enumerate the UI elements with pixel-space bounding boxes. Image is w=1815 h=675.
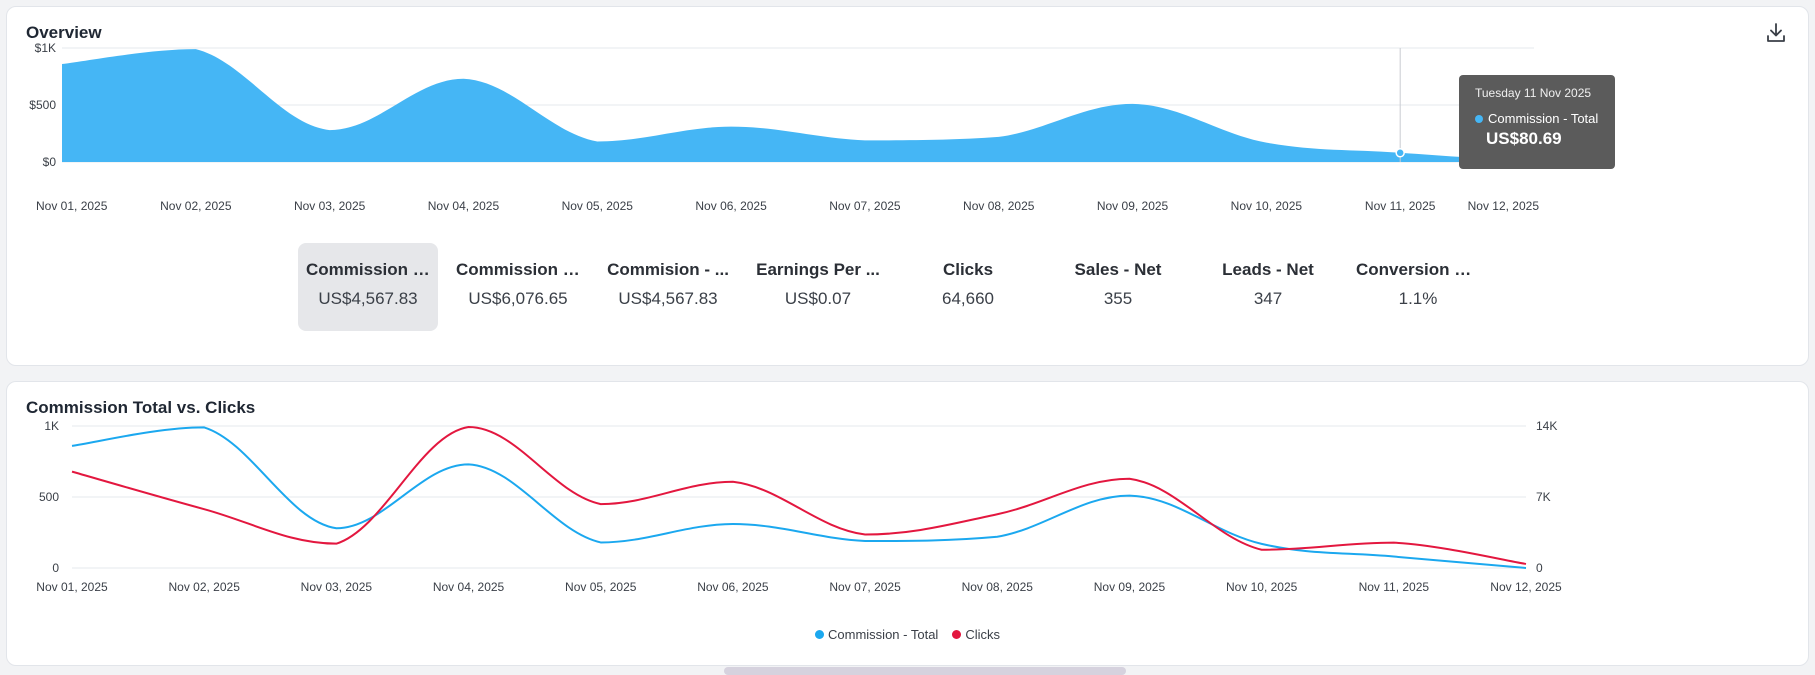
kpi-label: Earnings Per ... xyxy=(756,260,880,279)
kpi-label: Commision - ... xyxy=(607,260,729,279)
kpi-label: Clicks xyxy=(942,260,994,279)
kpi-value: 64,660 xyxy=(942,289,994,308)
kpi-value: 355 xyxy=(1103,289,1133,308)
tooltip-date: Tuesday 11 Nov 2025 xyxy=(1475,86,1592,100)
kpi-value: US$0.07 xyxy=(784,289,852,308)
download-icon[interactable] xyxy=(1764,21,1788,45)
y-left-tick-label: 500 xyxy=(39,490,59,504)
kpi-tile-sales-net[interactable]: Sales - Net 355 xyxy=(1048,243,1188,331)
x-tick-label: Nov 11, 2025 xyxy=(1359,580,1430,594)
commission-chart-title: Commission Total vs. Clicks xyxy=(26,398,256,417)
x-tick-label: Nov 04, 2025 xyxy=(433,580,505,594)
x-tick-label: Nov 04, 2025 xyxy=(428,199,500,213)
chart-tooltip: Tuesday 11 Nov 2025 Commission - Total U… xyxy=(1459,75,1615,169)
tooltip-value: US$80.69 xyxy=(1486,129,1562,148)
kpi-label: Leads - Net xyxy=(1222,260,1314,279)
y-right-tick-label: 0 xyxy=(1536,561,1543,575)
overview-area-chart[interactable]: $0 $500 $1K Nov 01, 2025 Nov 02, 2025 Nov 03,… xyxy=(7,7,1810,227)
kpi-value: US$4,567.83 xyxy=(618,289,718,308)
x-tick-label: Nov 03, 2025 xyxy=(294,199,366,213)
kpi-tile-clicks[interactable]: Clicks 64,660 xyxy=(898,243,1038,331)
legend-dot-icon xyxy=(815,630,825,639)
commission-vs-clicks-card: Commission Total vs. Clicks 0 500 1K 0 7K 14K… xyxy=(6,381,1809,666)
kpi-tile-commission-2[interactable]: Commission - ... US$6,076.65 xyxy=(448,243,588,331)
chart-legend: Commission - Total Clicks xyxy=(7,627,1808,642)
commission-vs-clicks-line-chart[interactable]: 0 500 1K 0 7K 14K Nov 01, 2025 Nov 02, 2025 Nov … xyxy=(7,382,1810,622)
kpi-value: US$6,076.65 xyxy=(468,289,568,308)
legend-item-commission-total[interactable]: Commission - Total xyxy=(815,627,938,642)
x-tick-label: Nov 08, 2025 xyxy=(963,199,1035,213)
kpi-row: Commission - ... US$4,567.83 Commission … xyxy=(298,243,1498,333)
x-tick-label: Nov 09, 2025 xyxy=(1097,199,1169,213)
kpi-tile-leads-net[interactable]: Leads - Net 347 xyxy=(1198,243,1338,331)
kpi-label: Sales - Net xyxy=(1074,260,1162,279)
kpi-value: US$4,567.83 xyxy=(318,289,418,308)
highlight-point xyxy=(1395,148,1405,158)
x-tick-label: Nov 07, 2025 xyxy=(829,580,901,594)
tooltip-series-dot xyxy=(1475,114,1483,123)
y-right-tick-label: 7K xyxy=(1536,490,1551,504)
series-line-clicks xyxy=(71,426,1527,565)
tooltip-series-label: Commission - Total xyxy=(1488,111,1599,126)
x-tick-label: Nov 08, 2025 xyxy=(962,580,1034,594)
bottom-scroll-indicator xyxy=(724,667,1126,675)
x-tick-label: Nov 05, 2025 xyxy=(562,199,634,213)
x-tick-label: Nov 01, 2025 xyxy=(36,199,108,213)
x-tick-label: Nov 12, 2025 xyxy=(1468,199,1540,213)
kpi-tile-commission-total[interactable]: Commission - ... US$4,567.83 xyxy=(298,243,438,331)
y-tick-label: $500 xyxy=(29,98,56,112)
kpi-label: Commission - ... xyxy=(306,260,438,279)
x-tick-label: Nov 12, 2025 xyxy=(1490,580,1562,594)
legend-dot-icon xyxy=(952,630,962,639)
x-tick-label: Nov 10, 2025 xyxy=(1226,580,1298,594)
x-tick-label: Nov 06, 2025 xyxy=(697,580,769,594)
x-tick-label: Nov 06, 2025 xyxy=(695,199,767,213)
overview-title: Overview xyxy=(26,23,102,42)
overview-card: Overview $0 $500 $1K Nov 01, 2025 Nov 02, 20… xyxy=(6,6,1809,366)
x-tick-label: Nov 07, 2025 xyxy=(829,199,901,213)
kpi-value: 347 xyxy=(1253,289,1283,308)
y-left-tick-label: 0 xyxy=(52,561,59,575)
legend-label: Clicks xyxy=(965,627,1000,642)
kpi-value: 1.1% xyxy=(1398,289,1438,308)
y-right-tick-label: 14K xyxy=(1536,419,1557,433)
legend-label: Commission - Total xyxy=(828,627,939,642)
kpi-tile-conversion-rate[interactable]: Conversion Ra... 1.1% xyxy=(1348,243,1488,331)
legend-item-clicks[interactable]: Clicks xyxy=(952,627,1000,642)
x-tick-label: Nov 03, 2025 xyxy=(301,580,373,594)
y-tick-label: $1K xyxy=(35,41,56,55)
kpi-tile-commision-3[interactable]: Commision - ... US$4,567.83 xyxy=(598,243,738,331)
kpi-label: Conversion Ra... xyxy=(1356,260,1488,279)
x-tick-label: Nov 01, 2025 xyxy=(36,580,108,594)
series-area-commission-total xyxy=(62,49,1534,162)
y-tick-label: $0 xyxy=(43,155,57,169)
y-left-tick-label: 1K xyxy=(44,419,59,433)
kpi-label: Commission - ... xyxy=(456,260,588,279)
x-tick-label: Nov 02, 2025 xyxy=(168,580,240,594)
x-tick-label: Nov 09, 2025 xyxy=(1094,580,1166,594)
x-tick-label: Nov 10, 2025 xyxy=(1231,199,1303,213)
x-tick-label: Nov 02, 2025 xyxy=(160,199,232,213)
series-line-commission-total xyxy=(71,426,1527,569)
x-tick-label: Nov 11, 2025 xyxy=(1365,199,1436,213)
kpi-tile-earnings-per[interactable]: Earnings Per ... US$0.07 xyxy=(748,243,888,331)
tooltip-series: Commission - Total xyxy=(1475,111,1599,126)
x-tick-label: Nov 05, 2025 xyxy=(565,580,637,594)
